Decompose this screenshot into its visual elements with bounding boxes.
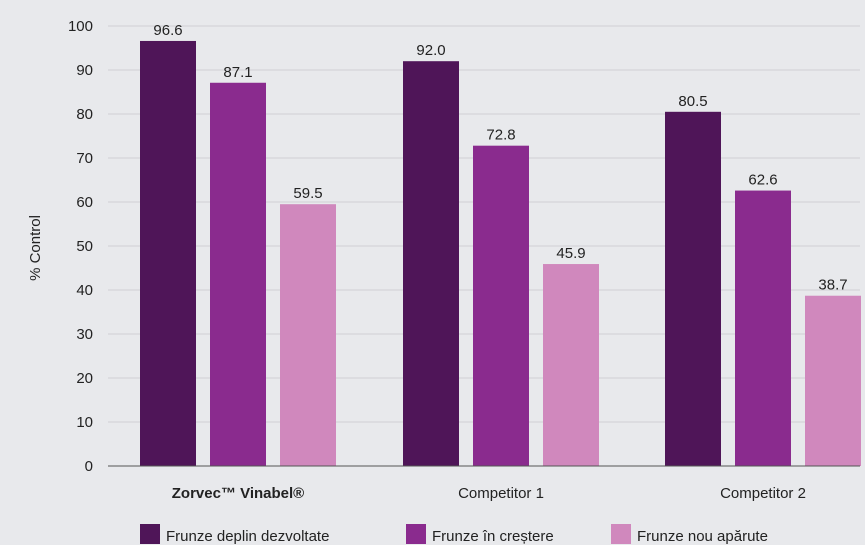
y-tick-label: 80 [76,106,93,123]
data-label: 96.6 [153,22,182,39]
data-label: 72.8 [486,127,515,144]
y-axis-label: % Control [27,215,44,281]
bar [805,295,861,466]
data-label: 62.6 [748,172,777,189]
y-tick-label: 70 [76,150,93,167]
x-tick-label: Zorvec™ Vinabel® [172,485,305,502]
data-label-layer: 96.6 87.1 59.5 92.0 72.8 45.9 80.5 62.6 38.7 [153,22,847,294]
legend-label: Frunze în creștere [432,528,554,545]
y-tick-label: 40 [76,282,93,299]
y-tick-label: 0 [85,458,93,475]
data-label: 59.5 [293,185,322,202]
y-tick-label: 100 [68,18,93,35]
bar [403,61,459,466]
bar [473,145,529,466]
bar [735,190,791,466]
data-label: 38.7 [818,277,847,294]
bar [210,82,266,466]
y-tick-label: 20 [76,370,93,387]
y-tick-label: 60 [76,194,93,211]
y-tick-label: 50 [76,238,93,255]
bar [140,40,196,467]
y-tick-label: 10 [76,414,93,431]
legend-label: Frunze deplin dezvoltate [166,528,329,545]
bar [543,264,599,466]
legend-swatch [406,524,426,544]
axis-layer: 0 10 20 30 40 50 60 70 80 90 100 Zorvec™ Vinabel® Co… [68,18,860,502]
legend: Frunze deplin dezvoltate Frunze în crește… [140,524,768,545]
bar-layer [140,40,861,467]
y-tick-label: 30 [76,326,93,343]
data-label: 92.0 [416,42,445,59]
bar [665,111,721,467]
bar [280,204,336,466]
data-label: 45.9 [556,245,585,262]
data-label: 80.5 [678,93,707,110]
data-label: 87.1 [223,64,252,81]
x-tick-label: Competitor 2 [720,485,806,502]
legend-label: Frunze nou apărute [637,528,768,545]
x-tick-label: Competitor 1 [458,485,544,502]
legend-swatch [611,524,631,544]
legend-swatch [140,524,160,544]
y-tick-label: 90 [76,62,93,79]
